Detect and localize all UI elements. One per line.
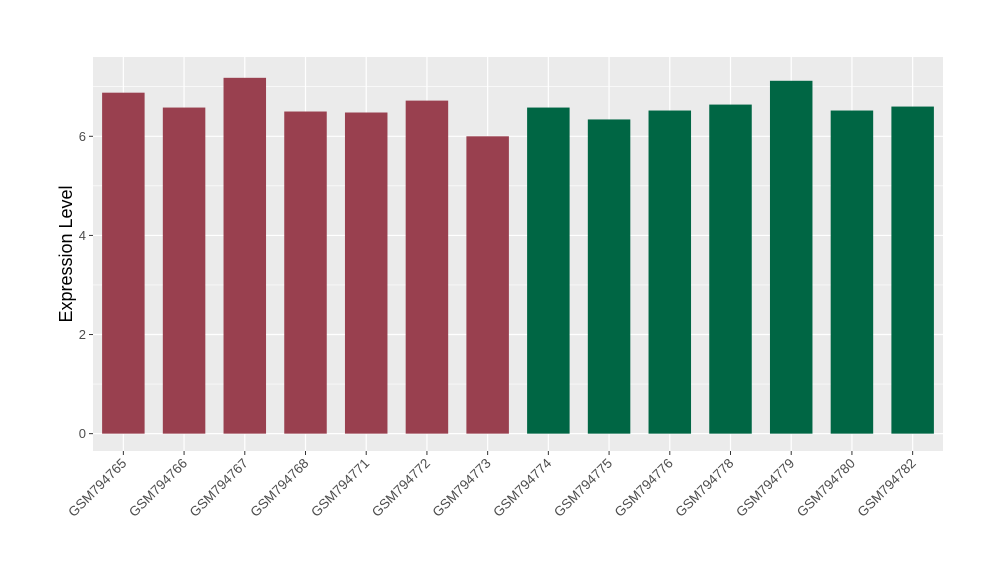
x-tick-label: GSM794767 — [187, 456, 251, 520]
y-tick-label: 6 — [79, 129, 86, 144]
y-axis-label: Expression Level — [56, 185, 76, 322]
x-tick-label: GSM794776 — [612, 456, 676, 520]
x-tick-label: GSM794765 — [65, 456, 129, 520]
bar-GSM794774 — [527, 107, 570, 434]
x-tick-label: GSM794771 — [308, 456, 372, 520]
plot-panel — [93, 57, 943, 451]
bar-GSM794767 — [223, 77, 267, 434]
bar-GSM794780 — [830, 110, 874, 434]
y-axis: 0 2 4 6 — [79, 129, 93, 441]
x-tick-label: GSM794773 — [430, 456, 494, 520]
x-tick-label: GSM794772 — [369, 456, 433, 520]
x-tick-label: GSM794780 — [794, 456, 858, 520]
bar-GSM794771 — [344, 112, 388, 434]
x-tick-label: GSM794774 — [490, 455, 555, 520]
x-tick-label: GSM794782 — [855, 456, 919, 520]
bar-GSM794765 — [102, 92, 145, 434]
y-tick-label: 2 — [79, 327, 86, 342]
y-tick-label: 0 — [79, 426, 86, 441]
bar-GSM794779 — [769, 80, 813, 434]
bar-GSM794778 — [709, 104, 752, 434]
bar-GSM794776 — [648, 110, 692, 434]
x-tick-label: GSM794766 — [126, 456, 190, 520]
y-tick-label: 4 — [79, 228, 86, 243]
x-tick-label: GSM794778 — [672, 456, 736, 520]
bar-GSM794766 — [162, 107, 206, 434]
bar-GSM794772 — [405, 100, 449, 434]
bar-GSM794773 — [466, 136, 509, 434]
bar-GSM794782 — [891, 106, 934, 434]
bar-GSM794768 — [284, 111, 327, 434]
x-tick-label: GSM794775 — [551, 456, 615, 520]
x-axis: GSM794765GSM794766GSM794767GSM794768GSM7… — [65, 451, 919, 520]
x-tick-label: GSM794779 — [733, 456, 797, 520]
bars — [102, 77, 934, 434]
x-tick-label: GSM794768 — [247, 456, 311, 520]
bar-GSM794775 — [587, 119, 631, 434]
